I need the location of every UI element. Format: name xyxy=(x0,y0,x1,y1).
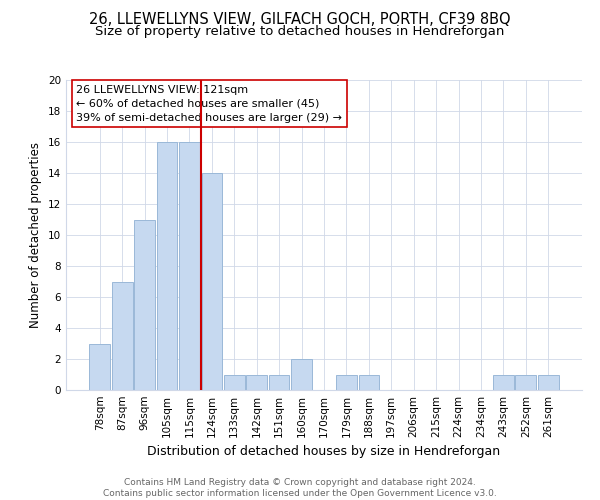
Text: 26 LLEWELLYNS VIEW: 121sqm
← 60% of detached houses are smaller (45)
39% of semi: 26 LLEWELLYNS VIEW: 121sqm ← 60% of deta… xyxy=(76,84,343,122)
Bar xyxy=(202,173,222,390)
Text: Size of property relative to detached houses in Hendreforgan: Size of property relative to detached ho… xyxy=(95,25,505,38)
Bar xyxy=(134,220,155,390)
Bar xyxy=(336,374,357,390)
Text: Contains HM Land Registry data © Crown copyright and database right 2024.
Contai: Contains HM Land Registry data © Crown c… xyxy=(103,478,497,498)
Y-axis label: Number of detached properties: Number of detached properties xyxy=(29,142,43,328)
Bar xyxy=(179,142,200,390)
Text: 26, LLEWELLYNS VIEW, GILFACH GOCH, PORTH, CF39 8BQ: 26, LLEWELLYNS VIEW, GILFACH GOCH, PORTH… xyxy=(89,12,511,28)
Bar xyxy=(157,142,178,390)
Bar xyxy=(538,374,559,390)
Bar xyxy=(224,374,245,390)
Bar xyxy=(89,344,110,390)
Bar xyxy=(515,374,536,390)
Bar xyxy=(359,374,379,390)
Bar xyxy=(247,374,267,390)
Bar xyxy=(269,374,289,390)
X-axis label: Distribution of detached houses by size in Hendreforgan: Distribution of detached houses by size … xyxy=(148,446,500,458)
Bar xyxy=(112,282,133,390)
Bar xyxy=(493,374,514,390)
Bar xyxy=(291,359,312,390)
